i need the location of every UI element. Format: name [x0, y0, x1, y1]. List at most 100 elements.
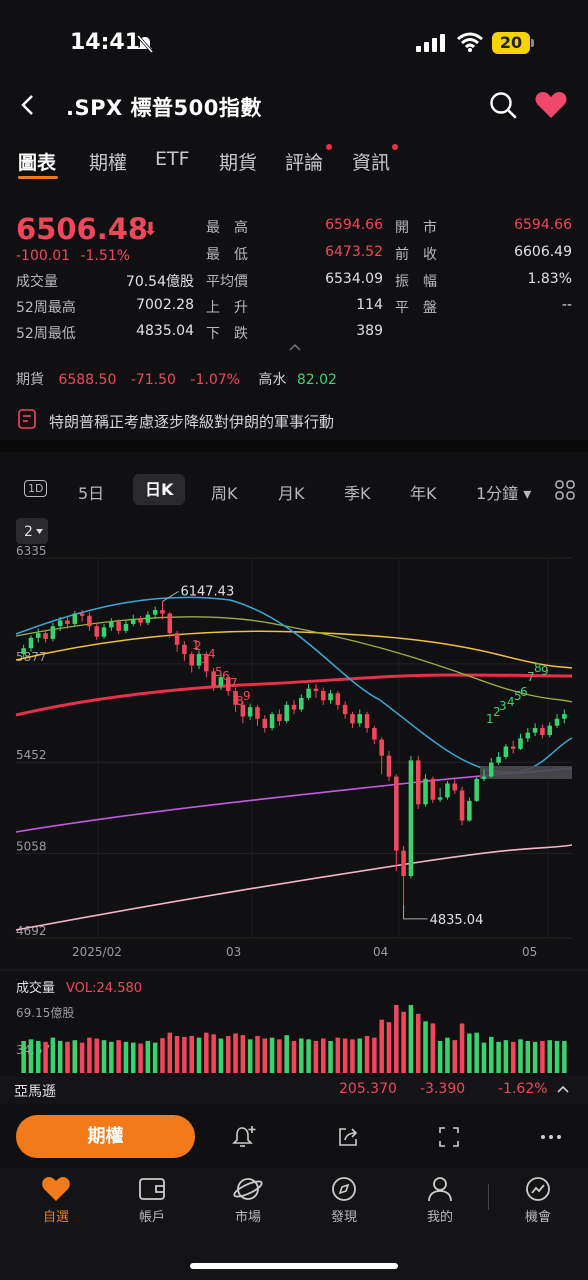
nav-discover[interactable]: 發現 — [309, 1176, 379, 1225]
volume-bar — [79, 1042, 85, 1073]
ma-long-line — [15, 844, 573, 931]
period-monthly-k[interactable]: 月K — [278, 484, 305, 503]
volume-bar — [415, 1013, 421, 1073]
nav-watchlist[interactable]: 自選 — [21, 1176, 91, 1225]
avg-price-label: 平均價 — [206, 274, 248, 290]
more-options-icon[interactable] — [540, 1134, 562, 1140]
candle-body — [152, 610, 158, 615]
candle-body — [518, 738, 523, 749]
high-annotation-line — [162, 591, 179, 602]
td-count-down: 2 — [194, 639, 202, 653]
volume-bar — [459, 1023, 465, 1073]
td-count-down: 9 — [243, 689, 251, 703]
back-arrow-icon[interactable] — [14, 90, 44, 120]
period-1min-dropdown[interactable]: 1分鐘 ▾ — [476, 484, 532, 503]
candle-body — [364, 714, 370, 728]
candle-body — [313, 688, 319, 691]
volume-bar — [189, 1036, 194, 1073]
candle-body — [182, 644, 187, 654]
tab-chart[interactable]: 圖表 — [18, 152, 57, 174]
news-banner[interactable]: 特朗普稱正考慮逐步降級對伊朗的軍事行動 — [0, 400, 588, 441]
grid-layout-icon[interactable] — [555, 480, 575, 500]
expand-chevron-icon[interactable] — [556, 1084, 570, 1094]
nav-opportunity[interactable]: 機會 — [503, 1176, 573, 1225]
period-daily-k[interactable]: 日K — [133, 474, 186, 505]
volume-bar — [218, 1038, 224, 1073]
period-5d[interactable]: 5日 — [78, 484, 105, 503]
nav-account-label: 帳戶 — [138, 1210, 165, 1225]
candle-body — [284, 704, 289, 722]
candle-body — [401, 850, 406, 877]
volume-bar — [452, 1040, 458, 1073]
td-count-up: 9 — [541, 664, 549, 678]
volume-bar — [467, 1033, 472, 1073]
volume-bar — [518, 1039, 523, 1073]
tab-news[interactable]: 資訊 — [352, 152, 391, 174]
tab-comments[interactable]: 評論 — [285, 152, 324, 174]
active-tab-indicator — [18, 176, 58, 179]
volume-bar — [394, 1005, 399, 1073]
period-1d[interactable]: 1D — [24, 480, 48, 497]
options-trade-button[interactable]: 期權 — [16, 1115, 195, 1158]
candle-body — [247, 707, 253, 717]
volume-bar — [372, 1037, 377, 1073]
candle-body — [306, 688, 311, 698]
tab-bar: 圖表 期權 ETF 期貨 評論 資訊 — [0, 144, 588, 180]
ticker-strip[interactable]: 亞馬遜 205.370 -3.390 -1.62% — [0, 1076, 588, 1104]
x-tick-label: 04 — [373, 945, 388, 959]
volume-bar — [408, 1005, 414, 1073]
tab-futures[interactable]: 期貨 — [219, 152, 258, 174]
volume-bar — [299, 1038, 304, 1073]
price-alert-icon[interactable] — [231, 1124, 257, 1150]
volume-bar — [532, 1041, 538, 1073]
nav-me[interactable]: 我的 — [405, 1176, 475, 1225]
candle-body — [204, 653, 209, 672]
unchanged-label: 平 盤 — [395, 300, 437, 316]
avg-price-value: 6534.09 — [325, 271, 383, 287]
period-weekly-k[interactable]: 周K — [211, 484, 238, 503]
volume-bar — [167, 1032, 173, 1073]
volume-bar — [65, 1041, 70, 1073]
td-count-down: 5 — [215, 665, 223, 679]
candle-body — [474, 778, 479, 801]
x-tick-label: 05 — [522, 945, 537, 959]
share-icon[interactable] — [336, 1125, 360, 1149]
advancers-label: 上 升 — [206, 300, 248, 316]
candle-body — [28, 637, 34, 649]
volume-bar — [196, 1037, 202, 1073]
volume-bar — [101, 1040, 107, 1073]
volume-bar — [401, 1011, 406, 1073]
candle-body — [328, 693, 333, 701]
nav-market[interactable]: 市場 — [213, 1176, 283, 1225]
period-yearly-k[interactable]: 年K — [410, 484, 437, 503]
volume-title: 成交量 — [16, 980, 55, 996]
volume-bar — [313, 1041, 319, 1073]
fullscreen-icon[interactable] — [438, 1126, 460, 1148]
heart-icon — [42, 1177, 70, 1201]
x-tick-label: 2025/02 — [72, 945, 122, 959]
prev-close-label: 前 收 — [395, 247, 437, 263]
futures-premium-value: 82.02 — [296, 372, 337, 388]
tab-options[interactable]: 期權 — [89, 152, 128, 174]
volume-value: 70.54億股 — [125, 274, 194, 290]
ma-100-line — [15, 673, 573, 717]
collapse-chevron-icon[interactable] — [288, 342, 302, 352]
volume-bar — [21, 1041, 26, 1073]
favorite-heart-icon[interactable] — [534, 90, 568, 120]
ticker-name: 亞馬遜 — [14, 1084, 56, 1100]
tab-etf[interactable]: ETF — [155, 148, 190, 170]
futures-row[interactable]: 期貨 6588.50 -71.50 -1.07% 高水 82.02 — [16, 369, 337, 389]
candle-body — [167, 613, 173, 634]
y-tick-label: 5452 — [16, 748, 47, 762]
search-icon[interactable] — [488, 90, 518, 120]
chart-badge-box — [16, 518, 48, 544]
futures-price: 6588.50 — [58, 372, 117, 388]
period-quarterly-k[interactable]: 季K — [344, 484, 371, 503]
low-label: 最 低 — [206, 247, 248, 263]
bell-muted-icon — [136, 35, 154, 53]
nav-account[interactable]: 帳戶 — [117, 1176, 187, 1225]
volume-y-tick: 69.15億股 — [16, 1006, 74, 1020]
candle-body — [532, 727, 538, 733]
bottom-navigation — [0, 1168, 588, 1280]
